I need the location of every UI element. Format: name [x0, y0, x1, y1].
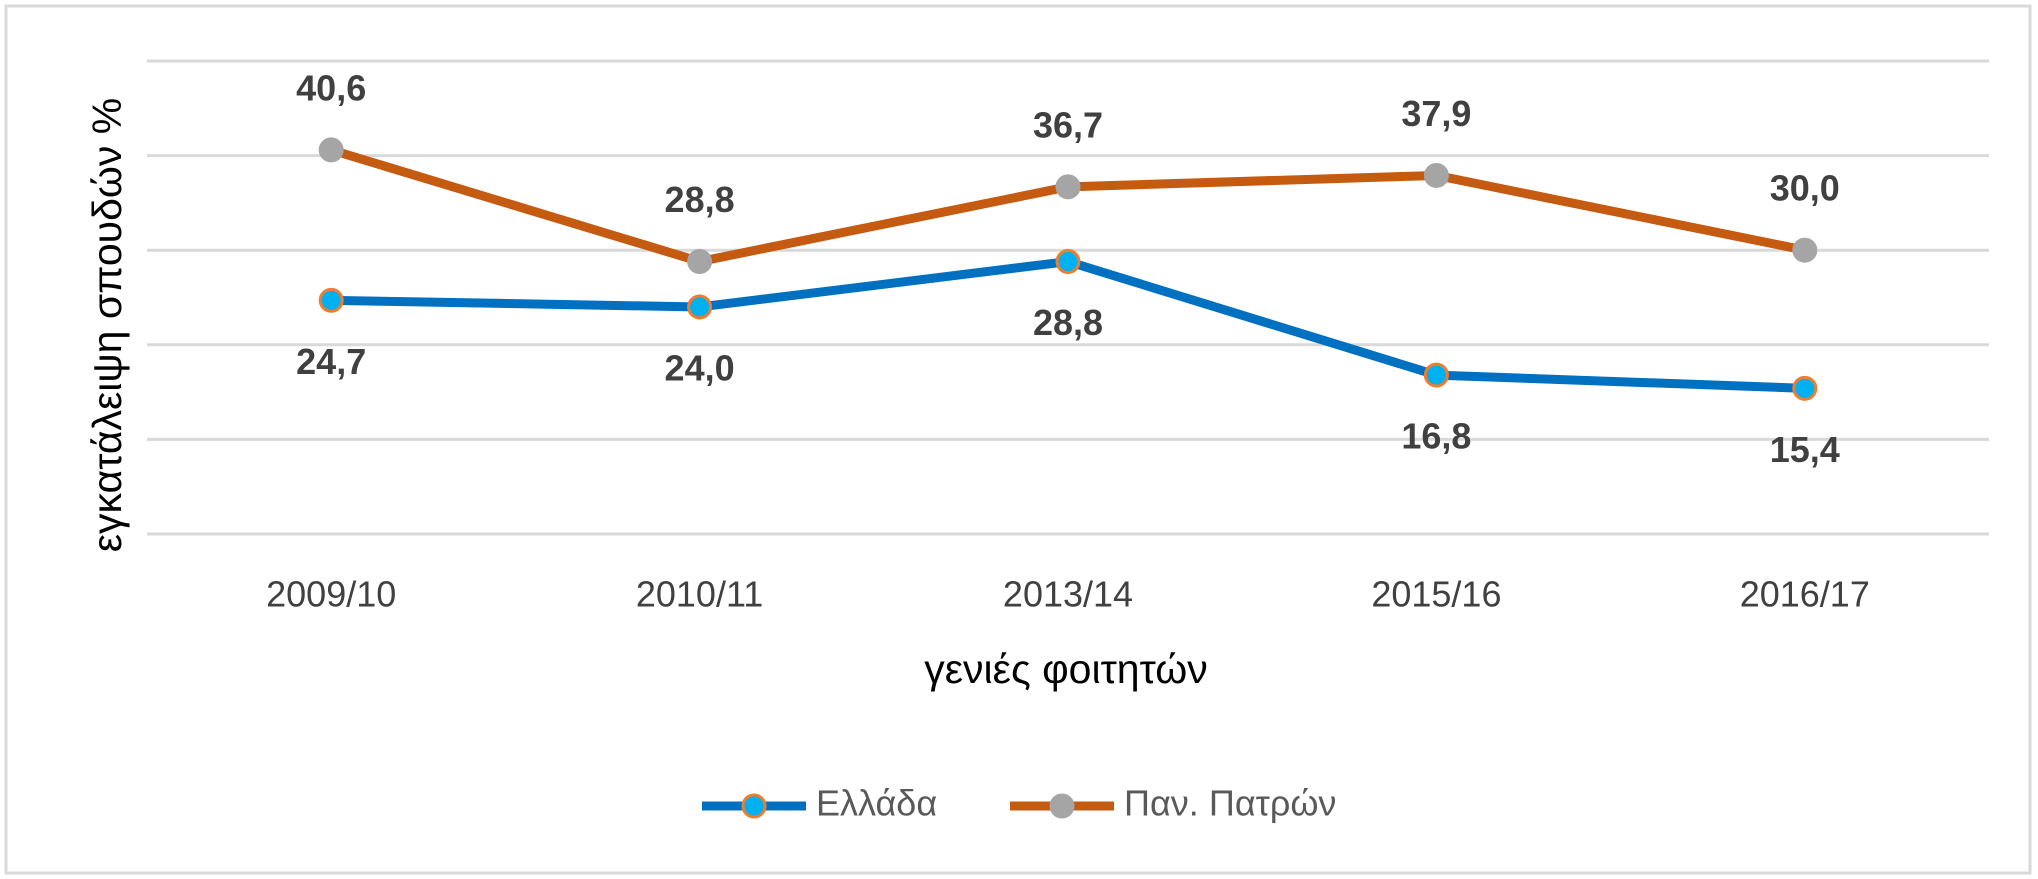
marker — [1792, 237, 1818, 263]
x-tick-label: 2013/14 — [1003, 574, 1133, 615]
data-label: 40,6 — [296, 67, 366, 108]
data-label: 36,7 — [1033, 104, 1103, 145]
marker — [1423, 362, 1449, 388]
marker — [1792, 375, 1818, 401]
marker — [1055, 249, 1081, 275]
legend-label: Ελλάδα — [816, 783, 937, 824]
marker — [687, 294, 713, 320]
x-axis-label: γενιές φοιτητών — [924, 646, 1207, 692]
data-label: 28,8 — [1033, 302, 1103, 343]
data-label: 24,7 — [296, 341, 366, 382]
data-label: 15,4 — [1770, 429, 1840, 470]
legend-label: Παν. Πατρών — [1124, 783, 1336, 824]
y-axis-label: εγκατάλειψη σπουδών % — [84, 98, 130, 553]
marker — [1423, 162, 1449, 188]
marker — [1055, 174, 1081, 200]
x-tick-label: 2010/11 — [636, 574, 763, 615]
legend-marker — [741, 793, 767, 819]
data-label: 30,0 — [1770, 168, 1840, 209]
marker — [318, 137, 344, 163]
legend-marker — [1049, 793, 1075, 819]
marker — [318, 287, 344, 313]
marker — [687, 249, 713, 275]
x-tick-label: 2015/16 — [1371, 574, 1501, 615]
data-label: 37,9 — [1401, 93, 1471, 134]
data-label: 24,0 — [665, 347, 735, 388]
data-label: 28,8 — [665, 179, 735, 220]
data-label: 16,8 — [1401, 416, 1471, 457]
x-tick-label: 2016/17 — [1740, 574, 1870, 615]
x-tick-label: 2009/10 — [266, 574, 396, 615]
